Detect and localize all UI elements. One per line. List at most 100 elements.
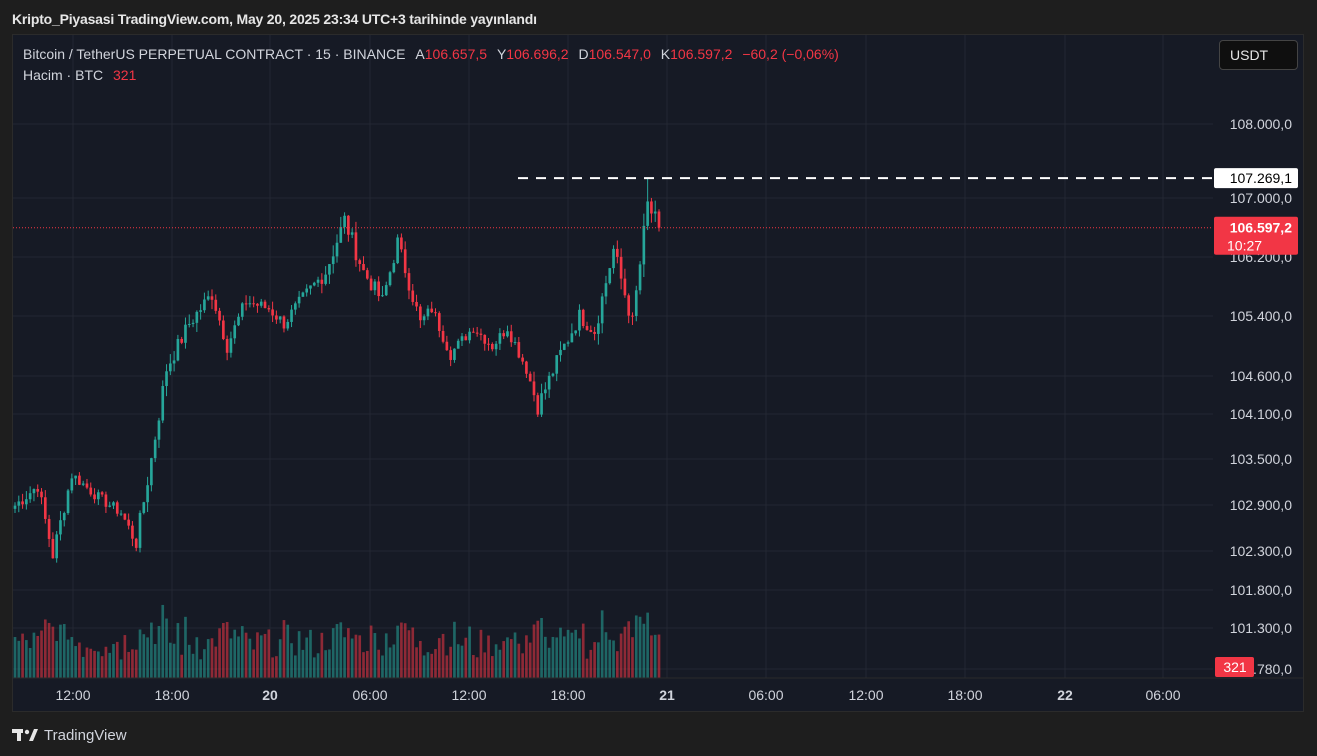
volume-bar — [634, 615, 638, 678]
volume-bar — [51, 626, 55, 678]
candle-body — [487, 343, 490, 345]
candle-body — [248, 303, 252, 305]
volume-bar — [206, 639, 210, 678]
volume-bar — [642, 623, 646, 678]
volume-bar — [70, 637, 74, 678]
volume-bar — [555, 637, 559, 678]
volume-bar — [195, 637, 199, 678]
candle-body — [525, 361, 528, 374]
volume-bar — [422, 655, 426, 678]
candle-body — [449, 350, 452, 360]
footer-brand-label: TradingView — [44, 726, 127, 744]
candle-body — [32, 489, 36, 494]
volume-bar — [316, 653, 320, 678]
candle-body — [472, 331, 475, 333]
volume-bar — [653, 634, 657, 678]
time-axis[interactable]: 12:00 18:00 20 06:00 12:00 18:00 21 06:00 12:00 1… — [13, 677, 1303, 703]
time-tick-label: 21 — [659, 687, 675, 703]
candle-body — [623, 278, 627, 296]
volume-bar — [168, 642, 172, 678]
volume-bar — [252, 649, 255, 678]
candle-body — [566, 342, 570, 344]
price-axis[interactable]: 108.000,0107.000,0106.200,0105.400,0104.… — [1214, 116, 1298, 677]
candle-body — [267, 308, 271, 310]
candle-body — [206, 296, 210, 300]
volume-bar — [180, 654, 184, 678]
candle-body — [176, 338, 180, 361]
volume-bar — [521, 653, 524, 678]
candle-body — [419, 306, 422, 321]
candle-body — [347, 215, 350, 235]
currency-button[interactable]: USDT — [1219, 40, 1298, 70]
time-tick-label: 22 — [1057, 687, 1073, 703]
candle-body — [123, 513, 127, 520]
candle-body — [430, 308, 434, 313]
candle-body — [36, 489, 40, 492]
volume-bar — [328, 649, 331, 678]
volume-label[interactable]: Hacim · BTC — [23, 67, 104, 83]
volume-bar — [384, 633, 388, 678]
time-tick-label: 18:00 — [550, 687, 585, 703]
volume-bar — [59, 624, 62, 678]
candle-body — [138, 512, 142, 548]
close-label: K — [660, 46, 671, 62]
volume-bar — [244, 632, 248, 678]
symbol-title[interactable]: Bitcoin / TetherUS PERPETUAL CONTRACT · … — [23, 46, 406, 62]
volume-bar — [146, 637, 149, 678]
candle-body — [544, 389, 547, 394]
candle-body — [275, 315, 278, 320]
volume-bar — [472, 655, 475, 678]
volume-bar — [320, 632, 324, 678]
candle-body — [468, 331, 471, 341]
candle-body — [74, 475, 77, 479]
volume-bar — [589, 649, 593, 678]
volume-bar — [81, 656, 85, 678]
candle-body — [263, 301, 267, 309]
candle-body — [320, 279, 324, 284]
candle-body — [638, 264, 642, 291]
volume-legend: Hacim · BTC 321 — [23, 67, 136, 83]
candle-body — [297, 296, 301, 304]
candle-body — [373, 281, 377, 291]
volume-bar — [347, 628, 350, 678]
volume-bar — [559, 627, 562, 678]
candle-body — [43, 497, 47, 519]
countdown-label: 10:27 — [1227, 238, 1262, 254]
volume-bar — [62, 624, 66, 678]
candle-body — [597, 323, 600, 334]
volume-bar — [282, 620, 286, 678]
low-label: D — [578, 46, 589, 62]
candle-body — [536, 395, 540, 415]
footer-brand[interactable]: TradingView — [12, 722, 127, 748]
candle-body — [168, 363, 172, 372]
candle-body — [187, 323, 191, 325]
candle-body — [93, 494, 96, 500]
candle-body — [619, 256, 623, 279]
volume-bar — [93, 650, 96, 678]
candle-body — [127, 519, 130, 526]
candle-body — [600, 296, 604, 324]
price-tick-label: 101.300,0 — [1230, 620, 1292, 636]
candle-body — [456, 340, 460, 349]
volume-bar — [513, 632, 517, 678]
volume-bar — [506, 637, 509, 678]
candle-body — [70, 478, 74, 491]
open-value: 106.657,5 — [424, 46, 488, 62]
volume-bar — [525, 635, 528, 678]
volume-bar — [453, 621, 456, 678]
candle-body — [229, 338, 233, 353]
candle-body — [59, 520, 62, 535]
volume-value: 321 — [113, 67, 137, 83]
volume-bar — [297, 631, 301, 678]
candlesticks — [13, 178, 661, 563]
candle-body — [104, 494, 108, 507]
volume-bar — [89, 648, 93, 678]
candle-body — [294, 303, 297, 310]
tradingview-logo-icon — [12, 729, 38, 741]
candle-body — [434, 312, 437, 314]
volume-bar — [294, 655, 297, 678]
candle-body — [17, 501, 21, 506]
volume-bar — [172, 643, 176, 678]
volume-bar — [544, 636, 547, 678]
